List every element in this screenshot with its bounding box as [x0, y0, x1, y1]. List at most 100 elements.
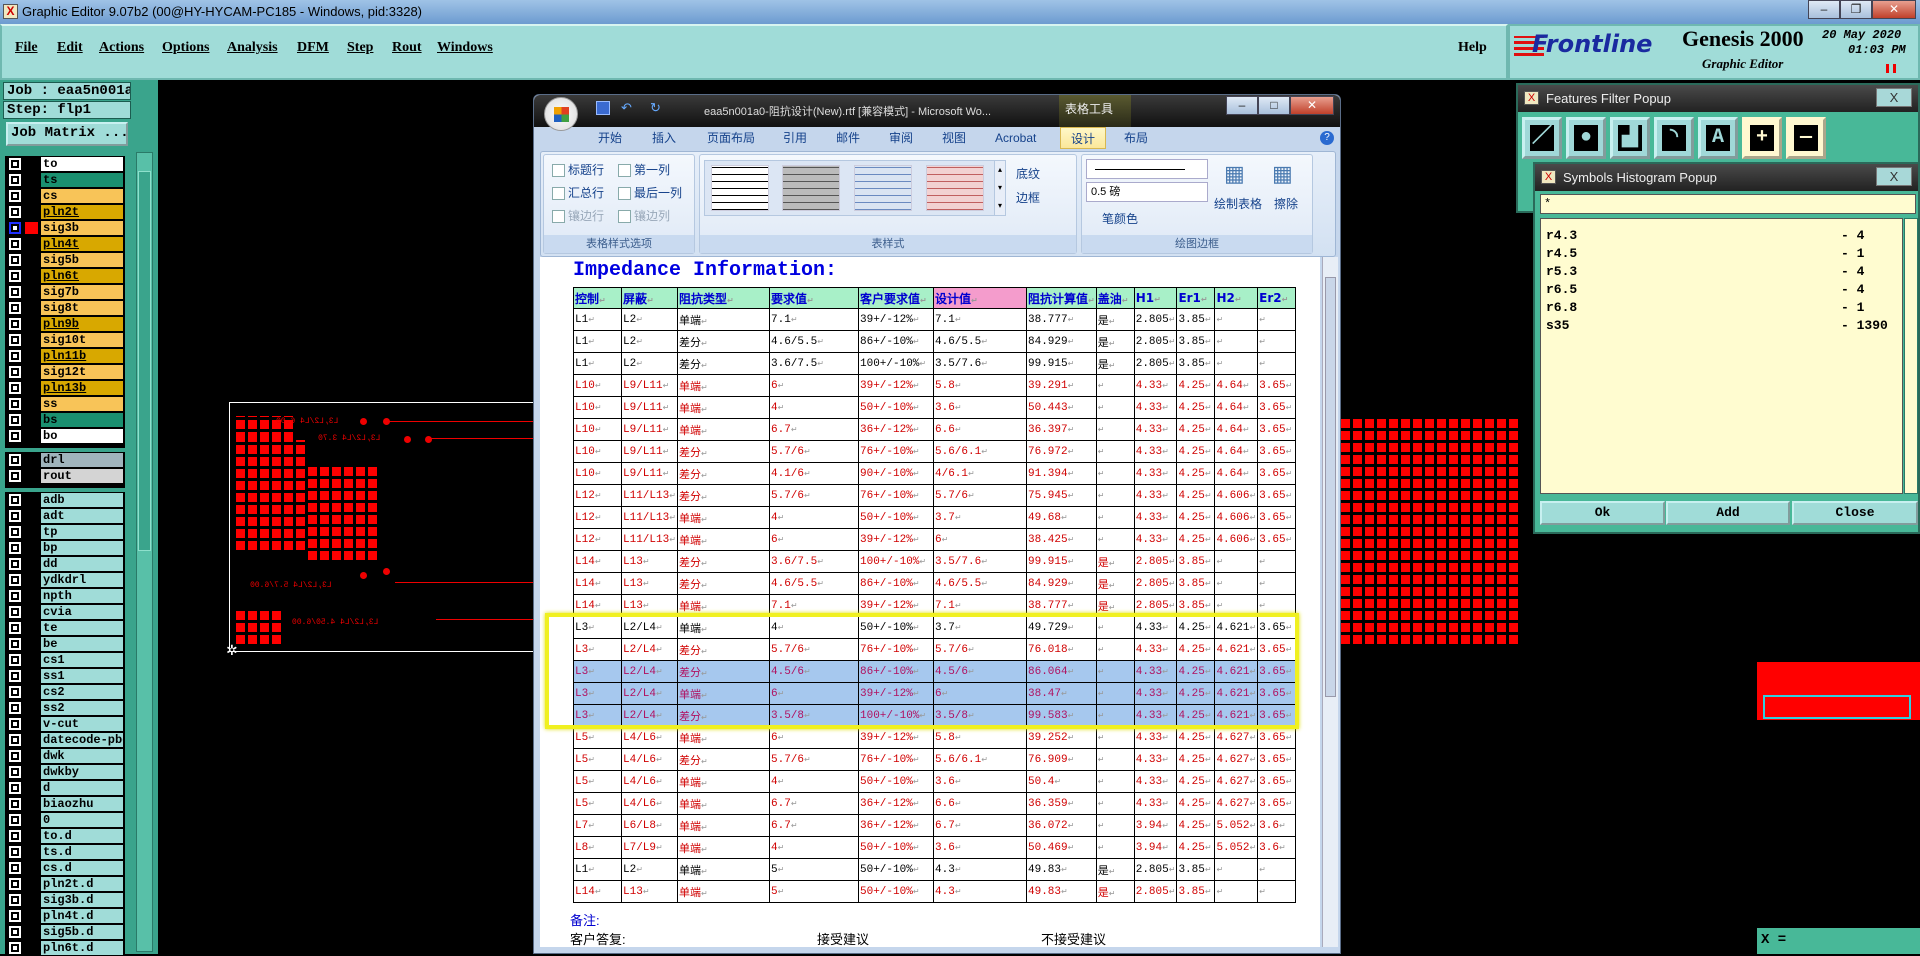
layer-checkbox[interactable]: [9, 638, 21, 650]
table-cell[interactable]: 76+/-10%: [858, 440, 934, 463]
table-cell[interactable]: 3.65: [1257, 792, 1297, 815]
table-cell[interactable]: 差分: [677, 440, 770, 463]
table-cell[interactable]: 2.805: [1133, 330, 1178, 353]
table-cell[interactable]: 单端: [677, 770, 770, 793]
table-cell[interactable]: 6: [933, 528, 1027, 551]
table-cell[interactable]: 4.33: [1133, 660, 1178, 683]
layer-checkbox[interactable]: [9, 318, 21, 330]
table-row[interactable]: L3L2/L4单端639+/-12%638.474.334.254.6213.6…: [573, 682, 1297, 705]
layer-name[interactable]: pln2t.d: [41, 877, 123, 891]
table-cell[interactable]: 4.5/6: [933, 660, 1027, 683]
table-cell[interactable]: 3.6/7.5: [769, 352, 859, 375]
histogram-item[interactable]: r4.3 - 4: [1541, 227, 1902, 245]
layer-row[interactable]: d: [5, 780, 125, 796]
layer-row[interactable]: sig5b.d: [5, 924, 125, 940]
word-close-button[interactable]: ✕: [1290, 96, 1334, 115]
table-cell[interactable]: 2.805: [1133, 308, 1178, 331]
table-cell[interactable]: 4.25: [1176, 748, 1216, 771]
table-cell[interactable]: L9/L11: [621, 374, 678, 397]
layer-row[interactable]: ts: [5, 172, 125, 188]
layer-checkbox[interactable]: [9, 270, 21, 282]
table-cell[interactable]: 4.627: [1214, 748, 1259, 771]
surface-filter-button[interactable]: ▟: [1610, 117, 1650, 159]
table-cell[interactable]: L4/L6: [621, 792, 678, 815]
table-cell[interactable]: 86+/-10%: [858, 330, 934, 353]
table-cell[interactable]: 3.6: [933, 396, 1027, 419]
layer-row[interactable]: bo: [5, 428, 125, 444]
layer-row[interactable]: pln6t: [5, 268, 125, 284]
layer-name[interactable]: datecode-pbe: [41, 733, 123, 747]
table-cell[interactable]: 4.33: [1133, 792, 1178, 815]
table-cell[interactable]: L13: [621, 550, 678, 573]
table-cell[interactable]: 4.33: [1133, 418, 1178, 441]
table-cell[interactable]: 5: [769, 858, 859, 881]
menu-help[interactable]: Help: [1458, 40, 1487, 55]
ribbon-tab[interactable]: 审阅: [889, 131, 914, 145]
table-cell[interactable]: 4.25: [1176, 814, 1216, 837]
table-cell[interactable]: L10: [573, 396, 622, 419]
layer-checkbox[interactable]: [9, 430, 21, 442]
menu-actions[interactable]: Actions: [99, 40, 145, 55]
table-cell[interactable]: 76+/-10%: [858, 638, 934, 661]
table-cell[interactable]: 3.65: [1257, 726, 1297, 749]
table-cell[interactable]: 39+/-12%: [858, 594, 934, 617]
table-row[interactable]: L7L6/L8单端6.736+/-12%6.736.0723.944.255.0…: [573, 814, 1297, 837]
layer-name[interactable]: te: [41, 621, 123, 635]
layer-name[interactable]: adt: [41, 509, 123, 523]
header-row-checkbox[interactable]: 标题行: [552, 163, 604, 177]
reject-option[interactable]: 不接受建议: [1041, 932, 1107, 947]
layer-row[interactable]: ydkdrl: [5, 572, 125, 588]
scrollbar-thumb[interactable]: [1325, 277, 1336, 697]
layer-row[interactable]: sig7b: [5, 284, 125, 300]
table-cell[interactable]: 5.7/6: [769, 440, 859, 463]
table-cell[interactable]: 单端: [677, 792, 770, 815]
table-cell[interactable]: 36.072: [1026, 814, 1097, 837]
layer-checkbox[interactable]: [9, 350, 21, 362]
table-cell[interactable]: [1214, 880, 1259, 903]
layer-name[interactable]: rout: [41, 469, 123, 483]
table-cell[interactable]: 5.7/6: [769, 748, 859, 771]
layer-checkbox[interactable]: [9, 862, 21, 874]
layer-row[interactable]: cs1: [5, 652, 125, 668]
table-cell[interactable]: 76+/-10%: [858, 748, 934, 771]
layer-row[interactable]: ts.d: [5, 844, 125, 860]
table-cell[interactable]: 4.25: [1176, 396, 1216, 419]
table-cell[interactable]: 3.65: [1257, 528, 1297, 551]
table-cell[interactable]: [1257, 880, 1297, 903]
table-cell[interactable]: L4/L6: [621, 726, 678, 749]
ok-button[interactable]: Ok: [1540, 501, 1665, 525]
layer-row[interactable]: sig3b: [5, 220, 125, 236]
text-filter-button[interactable]: A: [1698, 117, 1738, 159]
table-cell[interactable]: 50+/-10%: [858, 616, 934, 639]
table-cell[interactable]: [1095, 528, 1135, 551]
table-cell[interactable]: 49.83: [1026, 880, 1097, 903]
layer-name[interactable]: pln13b: [41, 381, 123, 395]
table-cell[interactable]: 单端: [677, 506, 770, 529]
table-cell[interactable]: 3.7: [933, 616, 1027, 639]
table-cell[interactable]: 50.4: [1026, 770, 1097, 793]
layer-name[interactable]: bp: [41, 541, 123, 555]
layer-checkbox[interactable]: [9, 718, 21, 730]
redo-icon[interactable]: ↻: [650, 100, 661, 115]
histogram-item[interactable]: r4.5 - 1: [1541, 245, 1902, 263]
table-cell[interactable]: 4.25: [1176, 726, 1216, 749]
table-cell[interactable]: 单端: [677, 308, 770, 331]
table-cell[interactable]: 3.6: [1257, 814, 1297, 837]
table-cell[interactable]: 86+/-10%: [858, 660, 934, 683]
table-cell[interactable]: 差分: [677, 748, 770, 771]
table-cell[interactable]: 差分: [677, 550, 770, 573]
layer-row[interactable]: dd: [5, 556, 125, 572]
table-cell[interactable]: 38.425: [1026, 528, 1097, 551]
table-cell[interactable]: 39.252: [1026, 726, 1097, 749]
table-cell[interactable]: 50+/-10%: [858, 836, 934, 859]
table-cell[interactable]: 4.33: [1133, 440, 1178, 463]
table-cell[interactable]: [1095, 484, 1135, 507]
table-cell[interactable]: 单端: [677, 682, 770, 705]
table-style-grid[interactable]: [711, 165, 769, 211]
table-cell[interactable]: 4.606: [1214, 528, 1259, 551]
table-cell[interactable]: [1095, 418, 1135, 441]
layer-row[interactable]: pln9b: [5, 316, 125, 332]
table-style-gray[interactable]: [782, 165, 840, 211]
table-cell[interactable]: 7.1: [769, 308, 859, 331]
table-cell[interactable]: L11/L13: [621, 528, 678, 551]
